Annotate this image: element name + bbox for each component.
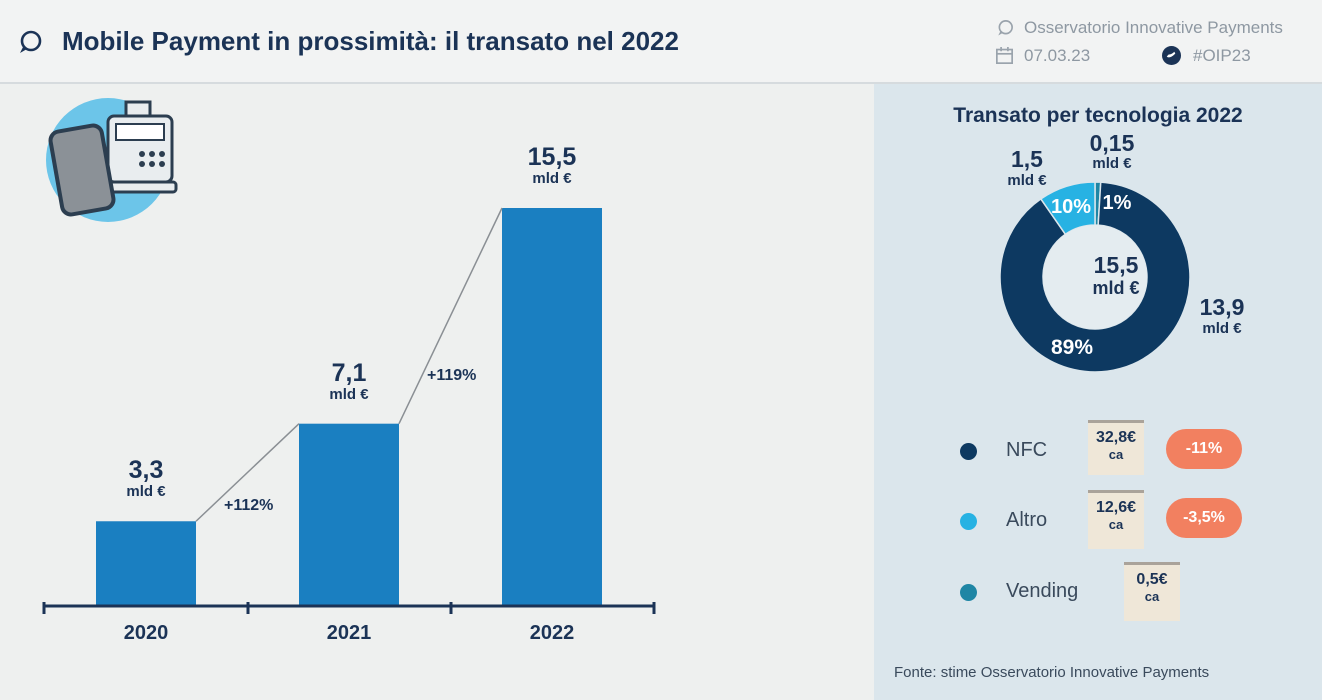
change-badge-altro: -3,5% bbox=[1166, 498, 1242, 538]
x-tick-label: 2021 bbox=[326, 622, 372, 644]
twitter-icon bbox=[1162, 46, 1181, 65]
x-tick-label: 2020 bbox=[123, 622, 169, 644]
bar-value-label: 3,3 bbox=[128, 456, 164, 485]
slice-unit-vending: mld € bbox=[1092, 155, 1132, 172]
receipt-nfc: 32,8€ ca bbox=[1088, 420, 1144, 475]
slice-percent-altro: 10% bbox=[1050, 196, 1092, 218]
date-label: 07.03.23 bbox=[1024, 46, 1091, 65]
legend-label-vending: Vending bbox=[1006, 580, 1079, 602]
growth-label: +112% bbox=[224, 497, 274, 514]
donut-chart-panel: Transato per tecnologia 2022 15,5 mld € … bbox=[874, 84, 1322, 700]
bar-unit-label: mld € bbox=[329, 385, 369, 403]
header: Mobile Payment in prossimità: il transat… bbox=[0, 0, 1322, 84]
bar-value-label: 15,5 bbox=[527, 143, 577, 171]
pos-terminal-icon bbox=[46, 98, 178, 222]
legend-dot-altro bbox=[960, 513, 977, 530]
change-badge-nfc: -11% bbox=[1166, 429, 1242, 469]
donut-total-value: 15,5 bbox=[1093, 252, 1139, 278]
bar-value-label: 7,1 bbox=[331, 358, 367, 387]
slice-unit-altro: mld € bbox=[1007, 172, 1047, 189]
bar-2020 bbox=[96, 521, 196, 606]
x-tick-label: 2022 bbox=[529, 622, 575, 644]
bar-2022 bbox=[502, 208, 602, 606]
receipt-amount-altro: 12,6€ bbox=[1095, 499, 1137, 516]
growth-connector-line bbox=[398, 207, 503, 425]
receipt-amount-vending: 0,5€ bbox=[1136, 571, 1168, 588]
growth-connector-line bbox=[195, 423, 300, 522]
slice-value-vending: 0,15 bbox=[1089, 130, 1135, 156]
receipt-vending: 0,5€ ca bbox=[1124, 562, 1180, 621]
bar-unit-label: mld € bbox=[126, 483, 166, 501]
growth-label: +119% bbox=[427, 367, 477, 384]
slice-value-nfc: 13,9 bbox=[1199, 294, 1245, 320]
receipt-amount-nfc: 32,8€ bbox=[1095, 429, 1137, 446]
legend-dot-nfc bbox=[960, 443, 977, 460]
slice-value-altro: 1,5 bbox=[1011, 146, 1043, 172]
slice-percent-nfc: 89% bbox=[1050, 336, 1094, 359]
receipt-altro: 12,6€ ca bbox=[1088, 490, 1144, 549]
donut-title: Transato per tecnologia 2022 bbox=[953, 104, 1243, 127]
bar-2021 bbox=[299, 423, 399, 606]
legend-dot-vending bbox=[960, 584, 977, 601]
donut-center bbox=[1043, 225, 1147, 329]
donut-chart bbox=[999, 181, 1191, 373]
bar-chart bbox=[42, 207, 656, 614]
slice-unit-nfc: mld € bbox=[1202, 320, 1242, 337]
source-note: Fonte: stime Osservatorio Innovative Pay… bbox=[894, 664, 1210, 681]
donut-total-unit: mld € bbox=[1092, 278, 1140, 298]
brand-name: Osservatorio Innovative Payments bbox=[1024, 18, 1283, 37]
page-title: Mobile Payment in prossimità: il transat… bbox=[62, 26, 679, 56]
receipt-ca-vending: ca bbox=[1144, 589, 1160, 604]
receipt-ca-altro: ca bbox=[1108, 517, 1124, 532]
legend-label-nfc: NFC bbox=[1006, 439, 1048, 461]
bar-unit-label: mld € bbox=[532, 170, 572, 187]
hashtag-label: #OIP23 bbox=[1193, 46, 1251, 65]
receipt-ca-nfc: ca bbox=[1108, 447, 1124, 462]
slice-percent-vending: 1% bbox=[1102, 192, 1132, 214]
calendar-icon bbox=[996, 47, 1013, 64]
speech-bubble-icon bbox=[20, 30, 42, 53]
bar-chart-panel: 3,3 mld €2020 7,1 mld €2021 15,5 mld €2022 +11… bbox=[0, 84, 874, 700]
legend-label-altro: Altro bbox=[1006, 509, 1048, 531]
speech-bubble-icon bbox=[998, 20, 1013, 36]
